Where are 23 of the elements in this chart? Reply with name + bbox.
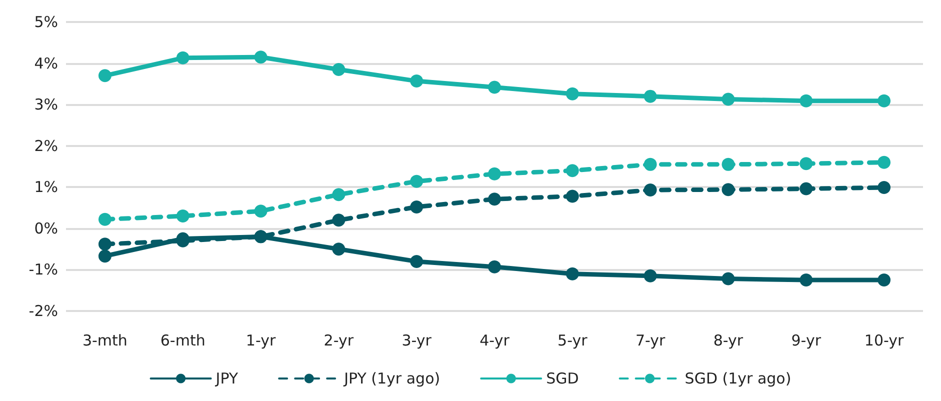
x-tick-label: 2-yr bbox=[324, 332, 354, 350]
y-tick-label: 3% bbox=[34, 96, 58, 114]
x-tick-label: 4-yr bbox=[480, 332, 510, 350]
x-tick-label: 10-yr bbox=[864, 332, 905, 350]
y-tick-label: 1% bbox=[34, 178, 58, 196]
x-tick-label: 1-yr bbox=[246, 332, 276, 350]
y-tick-label: 5% bbox=[34, 13, 58, 31]
legend-label: JPY bbox=[214, 370, 239, 388]
y-tick-label: 2% bbox=[34, 136, 58, 155]
legend-label: SGD bbox=[546, 370, 579, 388]
x-tick-label: 8-yr bbox=[713, 332, 744, 350]
x-tick-label: 5-yr bbox=[558, 332, 588, 350]
x-tick-label: 3-mth bbox=[82, 332, 128, 350]
x-tick-label: 7-yr bbox=[635, 332, 666, 350]
x-tick-label: 3-yr bbox=[402, 332, 432, 350]
y-tick-label: 4% bbox=[34, 54, 58, 72]
legend-label: JPY (1yr ago) bbox=[343, 370, 440, 388]
y-tick-label: -2% bbox=[28, 302, 58, 320]
y-tick-label: 0% bbox=[34, 219, 58, 238]
legend-label: SGD (1yr ago) bbox=[684, 370, 792, 388]
x-tick-label: 6-mth bbox=[160, 332, 206, 350]
x-tick-label: 9-yr bbox=[791, 332, 822, 350]
y-tick-label: -1% bbox=[28, 260, 58, 279]
